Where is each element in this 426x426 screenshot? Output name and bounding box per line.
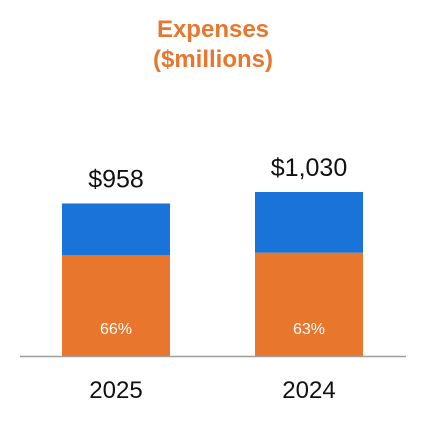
segment-label-2024: 63% xyxy=(293,321,325,338)
total-label-2024: $1,030 xyxy=(271,154,347,182)
bar-segment-2024-1 xyxy=(255,192,363,253)
bar-segment-2024-0 xyxy=(255,252,363,356)
category-label-2024: 2024 xyxy=(282,377,335,404)
chart-title: Expenses xyxy=(156,16,270,43)
total-label-2025: $958 xyxy=(88,165,144,193)
bar-segment-2025-0 xyxy=(62,255,170,356)
chart-subtitle: ($millions) xyxy=(152,46,273,73)
category-label-2025: 2025 xyxy=(89,377,142,404)
bar-segment-2025-1 xyxy=(62,203,170,256)
segment-label-2025: 66% xyxy=(100,321,132,338)
